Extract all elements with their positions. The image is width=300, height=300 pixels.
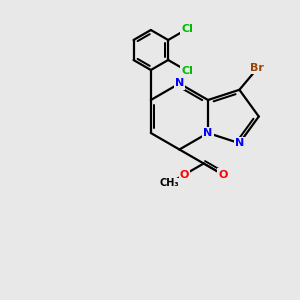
Text: O: O: [218, 169, 227, 179]
Text: N: N: [175, 79, 184, 88]
Text: Cl: Cl: [181, 66, 193, 76]
Text: Br: Br: [250, 63, 264, 74]
Text: CH₃: CH₃: [159, 178, 179, 188]
Text: O: O: [180, 169, 189, 179]
Text: N: N: [235, 138, 244, 148]
Text: N: N: [203, 128, 213, 138]
Text: Cl: Cl: [181, 24, 193, 34]
